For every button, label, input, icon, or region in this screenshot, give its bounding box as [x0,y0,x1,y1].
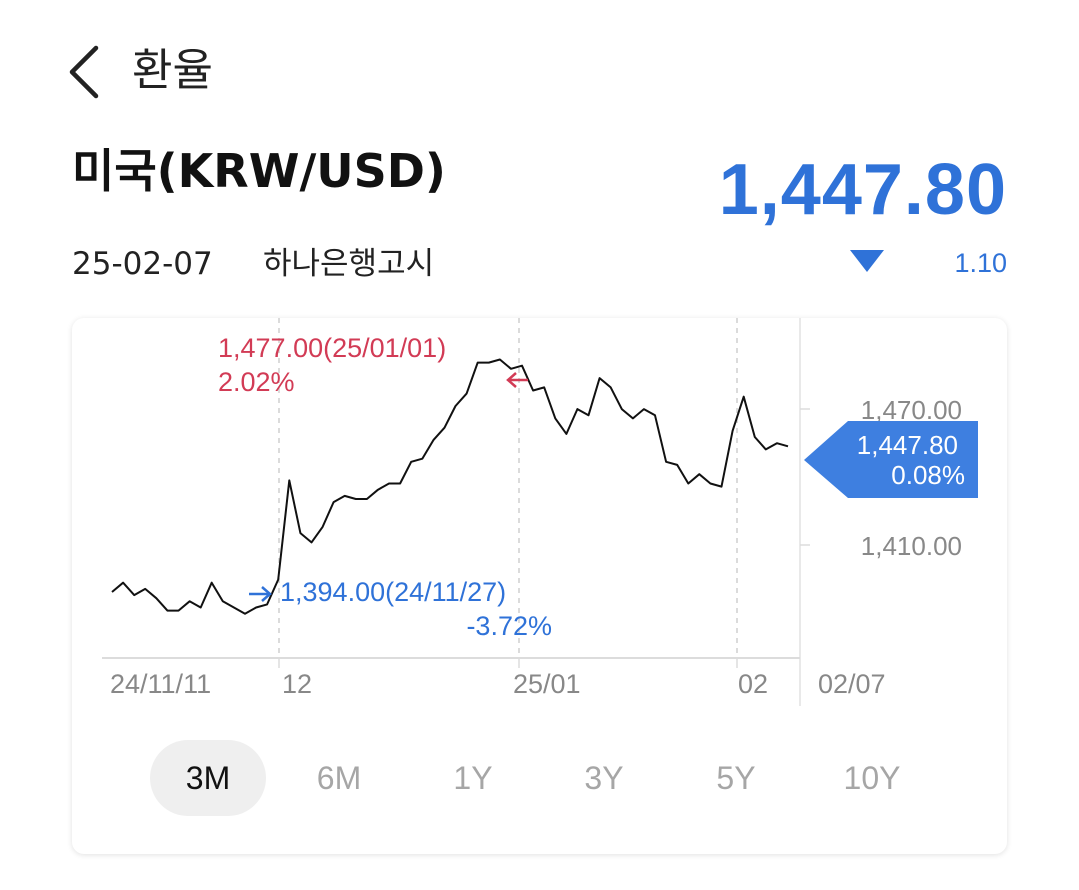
x-tick-label: 02 [738,669,768,699]
tab-10y[interactable]: 10Y [843,760,901,796]
current-value-label: 1,447.80 [857,430,958,460]
rate-series-line [111,358,789,615]
tab-3m[interactable]: 3M [150,740,266,816]
tab-5y[interactable]: 5Y [716,760,756,796]
back-button[interactable] [62,40,110,104]
arrow-right-icon [249,586,272,602]
rate-change-value: 1.10 [954,248,1007,278]
currency-pair-name: 미국(KRW/USD) [72,144,446,198]
exchange-rate-chart[interactable]: 1,470.00 1,410.00 24/11/11 12 25/01 02 0… [72,318,1007,738]
max-marker-pct: 2.02% [218,367,295,397]
x-tick-label: 25/01 [513,669,581,699]
arrow-left-icon [506,372,528,388]
period-tabs: 3M 6M 1Y 3Y 5Y 10Y [72,740,1007,816]
x-tick-label: 02/07 [818,669,886,699]
tab-6m[interactable]: 6M [316,760,362,796]
tab-1y[interactable]: 1Y [453,760,493,796]
y-tick-label: 1,470.00 [861,395,962,425]
x-tick-label: 12 [282,669,312,699]
app-header: 환율 [0,0,1079,130]
rate-source: 하나은행고시 [263,246,435,282]
y-tick-label: 1,410.00 [861,531,962,561]
min-marker-pct: -3.72% [466,611,552,641]
x-tick-label: 24/11/11 [110,669,211,699]
min-marker-label: 1,394.00(24/11/27) [280,577,506,607]
rate-date: 25-02-07 [72,246,213,282]
chevron-left-icon [69,45,99,99]
max-marker-label: 1,477.00(25/01/01) [218,333,446,363]
current-value-flag [804,421,978,498]
exchange-rate-value: 1,447.80 [718,150,1007,230]
triangle-down-icon [850,250,884,274]
current-value-pct: 0.08% [891,460,965,490]
tab-3y[interactable]: 3Y [584,760,624,796]
page-title: 환율 [132,45,213,96]
chart-card: 1,470.00 1,410.00 24/11/11 12 25/01 02 0… [72,318,1007,854]
